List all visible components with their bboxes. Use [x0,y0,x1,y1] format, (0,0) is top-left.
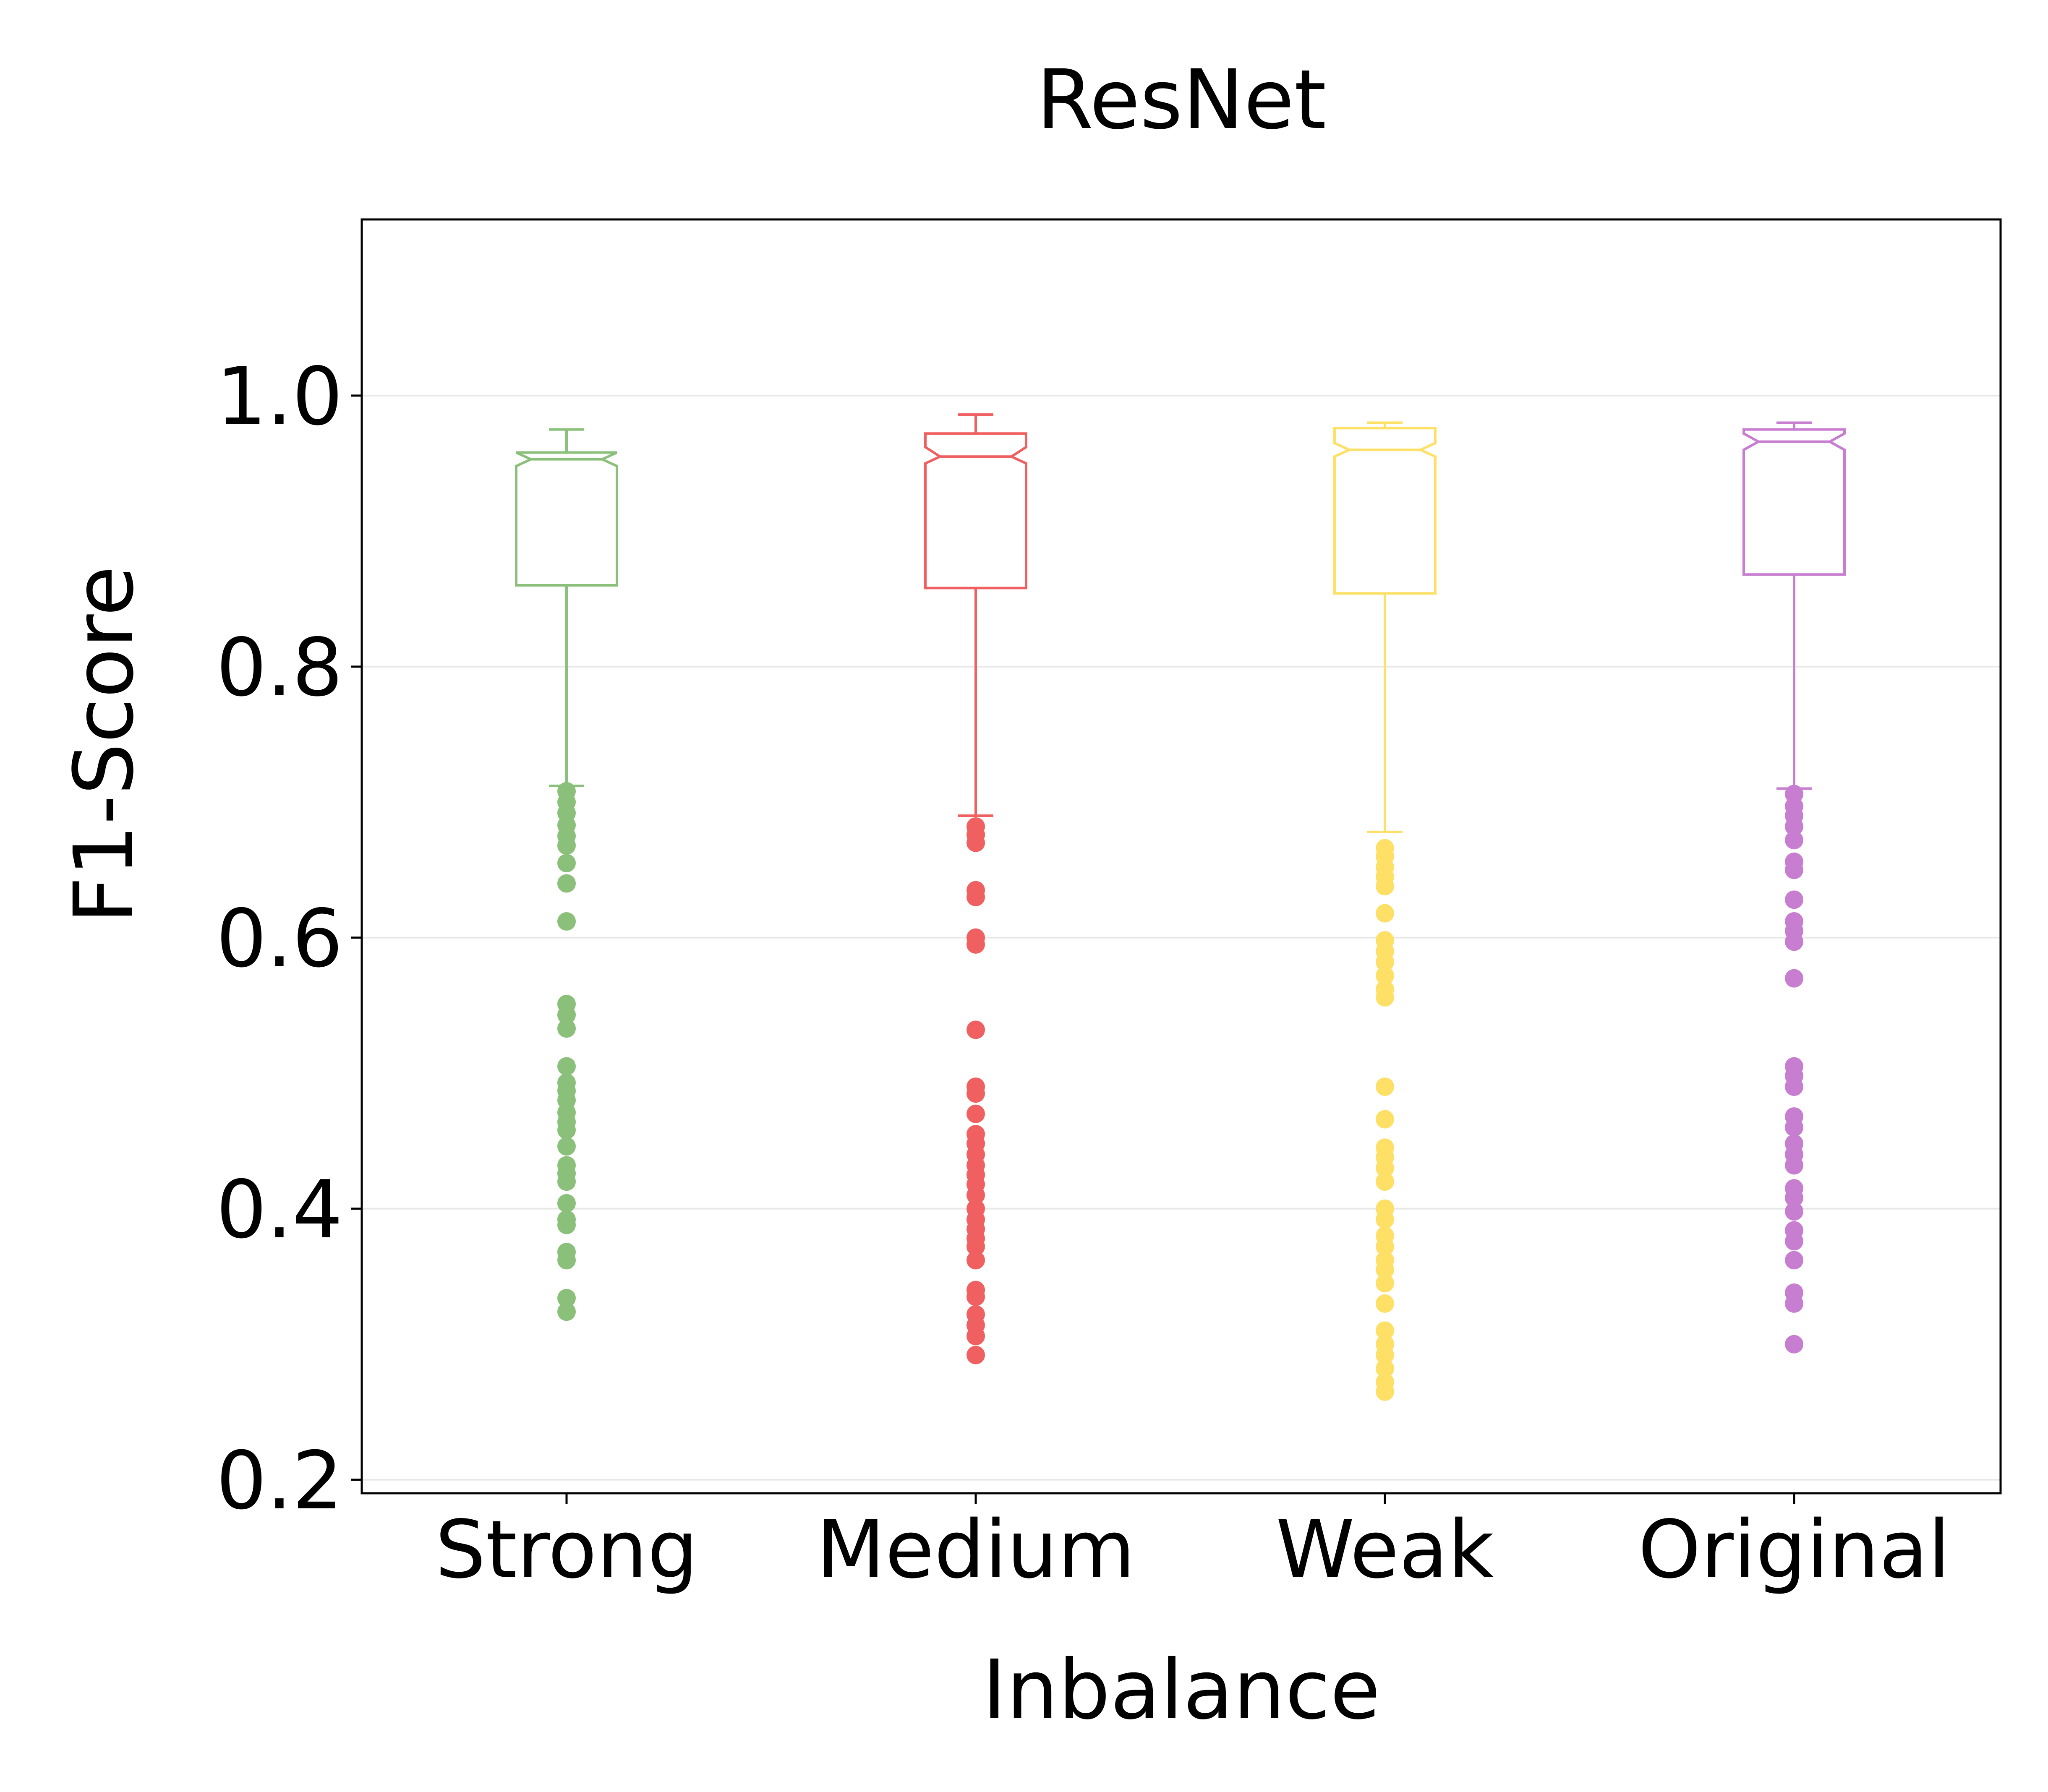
outlier-point [967,1020,985,1039]
outlier-point [967,1251,985,1270]
box-weak [1333,421,1437,1401]
outlier-point [967,833,985,852]
outlier-point [1376,904,1394,923]
outlier-point [967,887,985,906]
outlier-point [1785,831,1803,850]
box-body [924,432,1027,590]
outlier-point [557,1172,576,1191]
box-body [515,451,618,587]
outlier-point [557,1057,576,1076]
outlier-point [967,1186,985,1205]
outlier-point [1785,1118,1803,1137]
y-tick-label: 0.4 [216,1163,343,1256]
plot-area-frame [360,218,2002,1495]
outlier-point [557,1216,576,1234]
box-strong [515,428,618,1321]
outlier-point [1785,1294,1803,1313]
outlier-point [1376,1346,1394,1364]
y-tick-label: 1.0 [216,350,343,443]
outlier-point [1376,1382,1394,1401]
outlier-point [1376,1210,1394,1229]
grid-lines [362,394,2001,1481]
outlier-point [557,912,576,931]
outlier-point [1785,1251,1803,1270]
outlier-point [557,1019,576,1038]
box-medium [924,413,1027,1364]
y-axis: 0.2 0.4 0.6 0.8 1.0 [216,350,362,1527]
outlier-point [1785,817,1803,836]
x-tick-label: Medium [816,1503,1135,1596]
x-tick-label: Weak [1276,1503,1494,1596]
outlier-point [1785,1202,1803,1221]
outlier-point [1785,890,1803,909]
outlier-point [1785,1188,1803,1207]
outlier-point [1376,1077,1394,1096]
outlier-point [967,935,985,954]
chart-title: ResNet [1037,52,1327,147]
outlier-point [1376,952,1394,971]
outlier-point [557,1005,576,1024]
outlier-point [1376,1274,1394,1293]
outlier-point [1785,1156,1803,1175]
box-body [1742,428,1846,576]
outlier-point [967,1287,985,1306]
outlier-point [557,1121,576,1140]
y-tick-label: 0.6 [216,892,343,985]
outlier-point [1785,969,1803,988]
outlier-point [1376,966,1394,985]
x-tick-label: Original [1638,1503,1950,1596]
outlier-point [967,1104,985,1123]
outlier-point [967,1327,985,1346]
outlier-point [1376,1321,1394,1340]
outlier-point [1785,1232,1803,1251]
outlier-point [1785,861,1803,879]
outlier-point [1785,1077,1803,1096]
outlier-point [1376,1294,1394,1313]
y-tick-label: 0.2 [216,1435,343,1527]
outlier-point [1785,932,1803,951]
x-tick-label: Strong [435,1503,698,1596]
box-original [1742,421,1846,1354]
outlier-point [1376,1172,1394,1191]
outlier-point [967,1346,985,1364]
outlier-point [557,1251,576,1270]
y-axis-label: F1-Score [56,566,152,924]
outlier-point [1376,1260,1394,1279]
x-axis-label: Inbalance [982,1642,1381,1737]
outlier-point [1376,988,1394,1007]
outlier-point [1376,877,1394,896]
x-axis: Strong Medium Weak Original [435,1493,1950,1596]
boxes [515,413,1846,1401]
outlier-point [557,1289,576,1307]
outlier-point [557,1137,576,1156]
outlier-point [1376,1158,1394,1177]
outlier-point [967,1084,985,1103]
outlier-point [557,854,576,873]
y-tick-label: 0.8 [216,621,343,714]
outlier-point [557,1194,576,1213]
outlier-point [557,836,576,855]
box-body [1333,427,1437,595]
outlier-point [557,874,576,893]
outlier-point [1376,1237,1394,1256]
outlier-point [1376,1110,1394,1129]
outlier-point [1785,1335,1803,1354]
outlier-point [1376,1359,1394,1378]
outlier-point [967,1237,985,1256]
outlier-point [557,1302,576,1321]
